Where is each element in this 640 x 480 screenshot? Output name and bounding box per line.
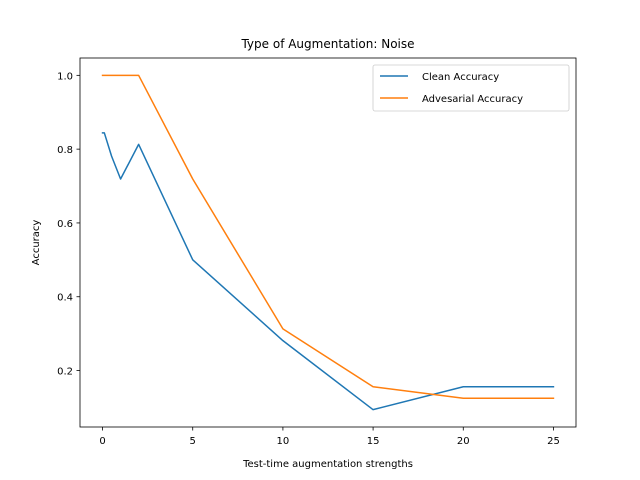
y-tick-label: 1.0: [57, 71, 73, 82]
legend: Clean Accuracy Advesarial Accuracy: [372, 64, 570, 112]
x-axis-ticks: 0 5 10 15 20 25: [99, 427, 560, 447]
x-tick-label: 5: [190, 436, 196, 447]
legend-label-clean-accuracy: Clean Accuracy: [422, 72, 499, 83]
x-tick-label: 10: [277, 436, 290, 447]
x-tick-label: 15: [367, 436, 380, 447]
series-line-advesarial-accuracy: [101, 74, 555, 399]
series-line-clean-accuracy: [101, 132, 555, 411]
y-axis-ticks: 0.2 0.4 0.6 0.8 1.0: [57, 71, 80, 378]
x-axis-label: Test-time augmentation strengths: [242, 459, 413, 470]
y-tick-label: 0.2: [57, 367, 73, 378]
x-tick-label: 0: [99, 436, 105, 447]
legend-box: [372, 64, 570, 112]
chart-title: Type of Augmentation: Noise: [240, 37, 414, 51]
y-axis-label: Accuracy: [31, 220, 42, 266]
y-tick-label: 0.8: [57, 145, 73, 156]
x-tick-label: 25: [547, 436, 560, 447]
y-tick-label: 0.6: [57, 219, 73, 230]
plot-lines: [101, 74, 555, 411]
x-tick-label: 20: [457, 436, 470, 447]
legend-label-advesarial-accuracy: Advesarial Accuracy: [422, 94, 523, 105]
y-tick-label: 0.4: [57, 293, 73, 304]
axes-frame: [79, 57, 577, 428]
